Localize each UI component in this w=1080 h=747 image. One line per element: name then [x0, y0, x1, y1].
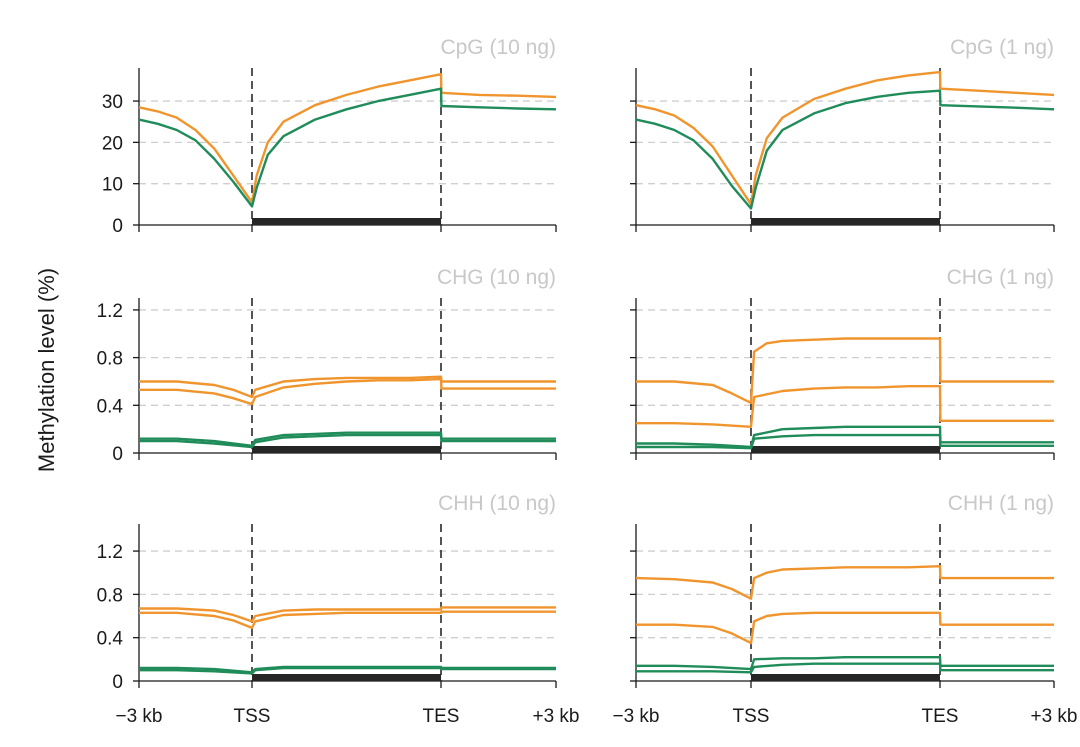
series-line-green-2	[636, 433, 1054, 450]
panel-cpg-10: 0 10 20 30 CpG (10 ng)	[102, 36, 557, 237]
x-tick-label: +3 kb	[532, 706, 579, 727]
series-line-green-1	[139, 431, 556, 447]
x-tick-label: TSS	[234, 706, 271, 727]
x-tick-label: TSS	[733, 706, 770, 727]
y-tick-label: 1.2	[97, 542, 123, 563]
y-tick-label: 20	[102, 133, 123, 154]
panel-chg-10: 0 0.4 0.8 1.2 CHG (10 ng)	[97, 266, 557, 465]
panel-chg-1: CHG (1 ng)	[630, 266, 1055, 460]
series-line-green-2	[139, 666, 556, 675]
series-line-orange-2	[139, 610, 556, 630]
series-line-orange-2	[636, 385, 1054, 428]
gene-body-bar	[751, 218, 940, 225]
y-tick-label: 0.4	[97, 629, 124, 650]
panel-title: CHH (10 ng)	[438, 492, 556, 515]
series-line-green-2	[139, 433, 556, 449]
y-tick-label: 0	[112, 672, 123, 693]
x-tick-label: +3 kb	[1030, 706, 1077, 727]
gene-body-bar	[751, 674, 940, 681]
y-tick-label: 0	[112, 444, 123, 465]
series-line-orange-1	[636, 337, 1054, 405]
gene-body-bar	[252, 674, 441, 681]
panel-title: CHG (10 ng)	[437, 266, 556, 289]
gene-body-bar	[751, 446, 940, 453]
panel-chh-10: 0 0.4 0.8 1.2 −3 kb TSS TES +3 kb CHH (10 ng)	[97, 492, 580, 727]
series-line-orange-1	[139, 375, 556, 399]
panel-chh-1: −3 kb TSS TES +3 kb CHH (1 ng)	[612, 492, 1077, 727]
y-tick-label: 10	[102, 175, 123, 196]
y-tick-label: 0.4	[97, 396, 124, 417]
panel-cpg-1: CpG (1 ng)	[630, 36, 1055, 232]
series-line-green	[138, 87, 557, 208]
gene-body-bar	[252, 218, 441, 225]
series-line-orange-2	[636, 611, 1054, 645]
series-line-green-1	[636, 656, 1054, 671]
series-line-orange-1	[635, 565, 1054, 600]
series-line-orange-1	[139, 606, 556, 623]
x-tick-label: TES	[922, 706, 959, 727]
panel-title: CpG (10 ng)	[440, 36, 556, 59]
y-tick-label: 0.8	[97, 349, 123, 370]
series-line-green-2	[636, 662, 1054, 674]
panel-title: CpG (1 ng)	[950, 36, 1054, 59]
panel-title: CHG (1 ng)	[947, 266, 1054, 289]
y-tick-label: 1.2	[97, 301, 123, 322]
series-line-green-1	[636, 425, 1054, 449]
gene-body-bar	[252, 446, 441, 453]
panel-title: CHH (1 ng)	[948, 492, 1054, 515]
y-tick-label: 0.8	[97, 585, 123, 606]
x-tick-label: −3 kb	[612, 706, 659, 727]
x-tick-label: TES	[423, 706, 460, 727]
series-line-green	[635, 89, 1055, 210]
y-tick-label: 0	[112, 216, 123, 237]
y-axis-label: Methylation level (%)	[34, 268, 59, 472]
x-tick-label: −3 kb	[115, 706, 162, 727]
series-line-orange	[635, 70, 1055, 206]
y-tick-label: 30	[102, 92, 123, 113]
series-line-orange-2	[139, 377, 556, 406]
